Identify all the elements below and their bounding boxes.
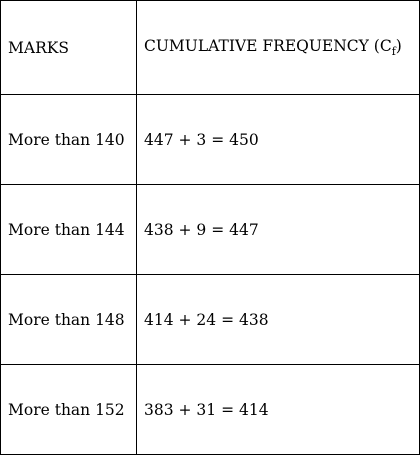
table-row: More than 144 438 + 9 = 447 xyxy=(0,184,420,275)
header-cf-prefix: CUMULATIVE FREQUENCY (C xyxy=(144,36,392,55)
cf-cell: 438 + 9 = 447 xyxy=(136,184,420,275)
marks-cell: More than 140 xyxy=(0,94,137,185)
header-cf-suffix: ) xyxy=(395,36,402,55)
header-cf-subscript: f xyxy=(391,45,396,59)
table-row: More than 140 447 + 3 = 450 xyxy=(0,94,420,185)
marks-cell: More than 148 xyxy=(0,274,137,365)
cf-cell: 414 + 24 = 438 xyxy=(136,274,420,365)
table-row: More than 148 414 + 24 = 438 xyxy=(0,274,420,365)
header-cumulative-frequency: CUMULATIVE FREQUENCY (Cf) xyxy=(136,0,420,95)
marks-cell: More than 152 xyxy=(0,364,137,455)
cf-cell: 383 + 31 = 414 xyxy=(136,364,420,455)
cf-cell: 447 + 3 = 450 xyxy=(136,94,420,185)
header-marks: MARKS xyxy=(0,0,137,95)
table-header-row: MARKS CUMULATIVE FREQUENCY (Cf) xyxy=(0,0,420,95)
marks-cell: More than 144 xyxy=(0,184,137,275)
table-row: More than 152 383 + 31 = 414 xyxy=(0,364,420,455)
